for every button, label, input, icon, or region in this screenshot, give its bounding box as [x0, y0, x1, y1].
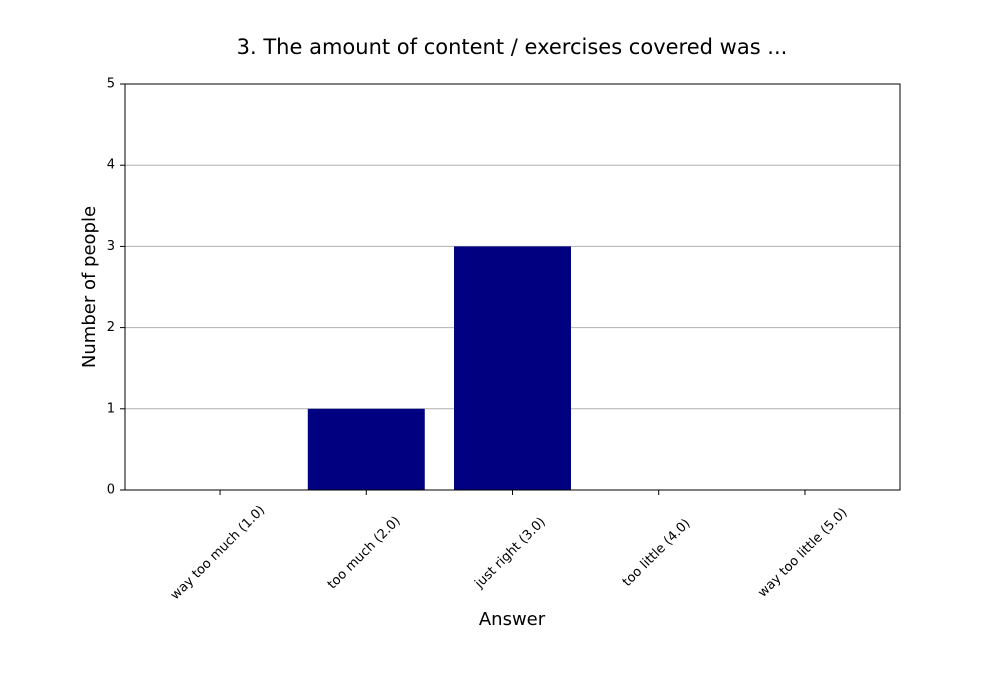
bar: [307, 408, 425, 490]
x-axis-label: Answer: [479, 609, 546, 630]
y-tick-label: 3: [107, 239, 115, 254]
chart-title: 3. The amount of content / exercises cov…: [237, 35, 788, 59]
y-tick-label: 5: [107, 77, 115, 92]
x-tick-label: just right (3.0): [471, 515, 548, 592]
y-tick-label: 1: [107, 401, 115, 416]
x-tick-label: too little (4.0): [620, 516, 694, 590]
y-tick-label: 0: [107, 483, 115, 498]
bar: [454, 246, 571, 490]
plot-frame: [124, 83, 901, 491]
y-tick-label: 2: [107, 320, 115, 335]
x-tick-label: too much (2.0): [325, 514, 404, 593]
y-axis-label: Number of people: [79, 206, 100, 368]
x-tick-label: way too much (1.0): [168, 503, 268, 603]
x-tick-label: way too little (5.0): [755, 505, 850, 600]
y-tick-label: 4: [107, 158, 115, 173]
